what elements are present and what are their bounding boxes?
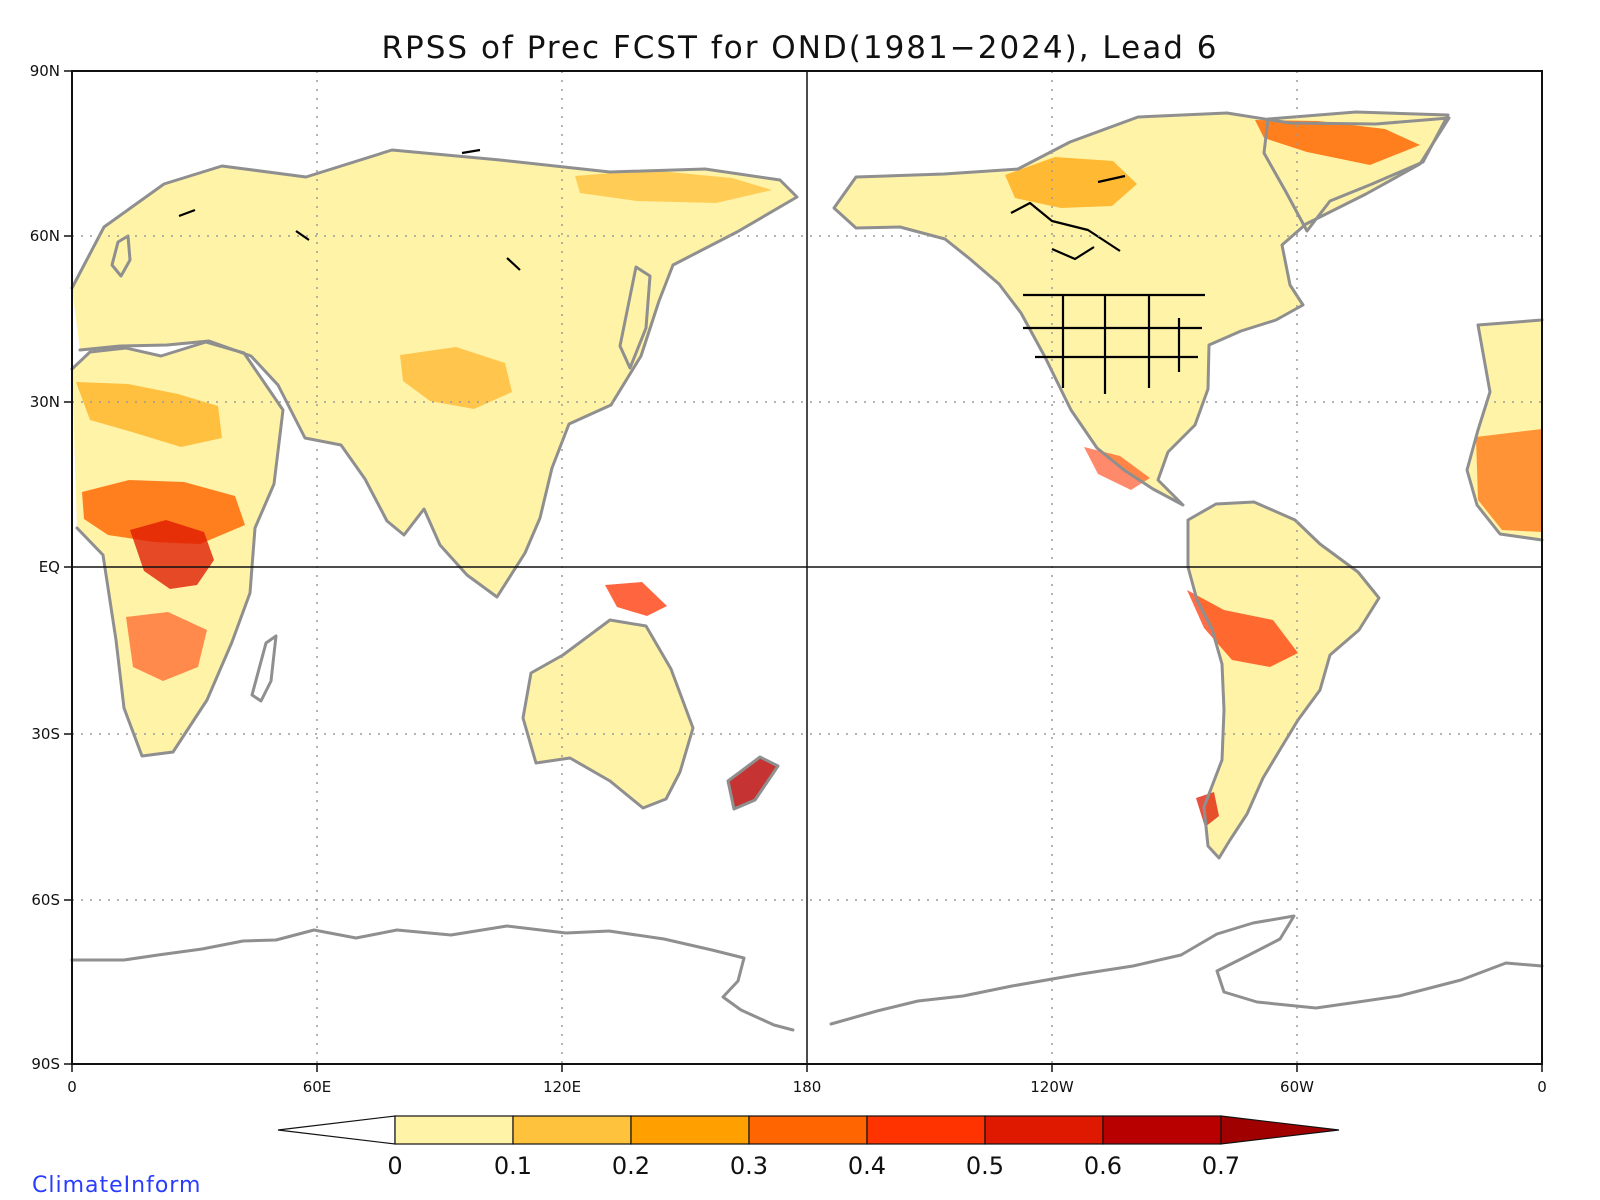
rpss-hotspot-new-zealand [728,757,778,809]
y-axis-ticks: 90N 60N 30N EQ 30S 60S 90S [30,62,72,1073]
antarctica-right-coastline [829,914,1544,1026]
colorbar-low-arrow [277,1115,396,1145]
x-tick-label-180: 180 [793,1078,822,1096]
y-tick-label-30n: 30N [30,393,60,411]
colorbar-label-0p1: 0.1 [494,1152,532,1180]
south-america-coastline [1186,500,1381,860]
colorbar-bin-0p5-0p6 [984,1115,1104,1145]
colorbar-high-arrow [1220,1115,1340,1145]
new-zealand-coastline [726,755,780,811]
colorbar-label-0p2: 0.2 [612,1152,650,1180]
rpss-hotspot-siberia [575,170,772,203]
rpss-hotspot-andes [1187,590,1298,667]
greenland-coastline [1262,110,1450,233]
rpss-hotspot-greenland [1255,120,1420,165]
russia-lakes [178,148,521,271]
coastlines [70,110,1544,1032]
x-tick-label-60w: 60W [1280,1078,1314,1096]
x-tick-label-120e: 120E [543,1078,581,1096]
map-title: RPSS of Prec FCST for OND(1981−2024), Le… [382,30,1219,66]
colorbar-label-0p4: 0.4 [848,1152,886,1180]
colorbar-bin-0-0p1 [394,1115,514,1145]
rpss-hotspot-north-africa [76,382,222,447]
colorbar-bin-0p6-0p7 [1102,1115,1222,1145]
x-axis-ticks: 0 60E 120E 180 120W 60W 0 [67,1064,1547,1096]
rpss-hotspot-southern-africa [126,612,207,681]
y-tick-label-90n: 90N [30,62,60,80]
x-tick-label-0-left: 0 [67,1078,77,1096]
y-tick-label-30s: 30S [31,725,60,743]
australia-fill [523,620,693,808]
x-tick-label-0-right: 0 [1537,1078,1547,1096]
rpss-hotspot-mexico [1084,447,1150,490]
africa-coastline [70,340,285,758]
madagascar-coastline [250,634,278,703]
colorbar-label-0p3: 0.3 [730,1152,768,1180]
north-america-coastline [832,111,1451,507]
antarctica-left-coastline [70,924,795,1032]
rpss-hotspot-congo [130,520,214,589]
y-tick-label-60s: 60S [31,891,60,909]
y-tick-label-90s: 90S [31,1055,60,1073]
rpss-hotspot-sahel [82,480,245,544]
colorbar-label-0: 0 [387,1152,402,1180]
colorbar-bin-0p2-0p3 [630,1115,750,1145]
colorbar-bin-0p3-0p4 [748,1115,868,1145]
map-panel [70,70,1544,1065]
colorbar: 0 0.1 0.2 0.3 0.4 0.5 0.6 0.7 [277,1115,1340,1180]
rpss-hotspot-china [400,347,512,409]
x-tick-label-60e: 60E [303,1078,332,1096]
us-state-lines [1023,293,1205,394]
colorbar-label-0p7: 0.7 [1202,1152,1240,1180]
y-tick-label-60n: 60N [30,227,60,245]
rpss-fill-layer [72,112,1542,858]
x-tick-label-120w: 120W [1030,1078,1074,1096]
rpss-hotspot-canada [1005,157,1137,208]
eurasia-coastline [70,148,799,599]
rpss-hotspot-west-africa-right [1476,429,1542,532]
colorbar-bin-0p1-0p2 [512,1115,632,1145]
colorbar-label-0p5: 0.5 [966,1152,1004,1180]
rpss-hotspot-patagonia [1196,792,1219,827]
south-america-fill [1188,502,1379,858]
colorbar-label-0p6: 0.6 [1084,1152,1122,1180]
australia-coastline [521,618,695,810]
canada-lakes [1010,174,1126,261]
uk-coastline [110,234,132,278]
credit-text: ClimateInform [32,1173,201,1198]
y-tick-label-eq: EQ [39,558,60,576]
west-africa-right-coastline [1465,318,1544,542]
japan-coastline [618,265,652,370]
colorbar-bin-0p4-0p5 [866,1115,986,1145]
lake-border-features [178,148,1205,394]
rpss-hotspot-new-guinea [605,582,667,616]
